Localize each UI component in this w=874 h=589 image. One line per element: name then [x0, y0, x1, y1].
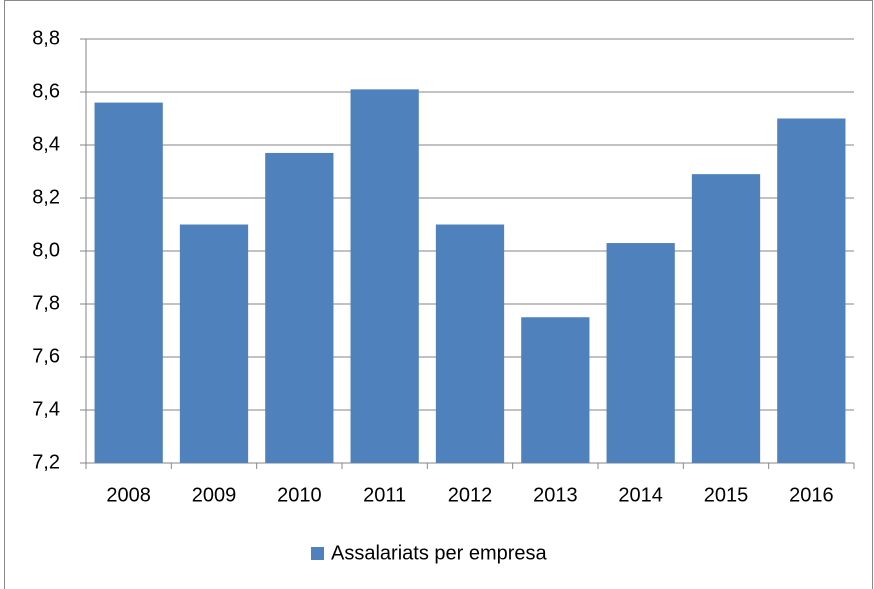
y-tick-label: 8,8 — [32, 27, 60, 49]
legend-label: Assalariats per empresa — [331, 542, 548, 564]
x-tick-label: 2016 — [789, 484, 834, 506]
bar — [350, 89, 419, 463]
bar — [606, 243, 675, 463]
y-tick-label: 8,0 — [32, 239, 60, 261]
y-tick-label: 7,6 — [32, 345, 60, 367]
bar — [777, 118, 846, 463]
bar — [521, 317, 590, 463]
bar — [265, 152, 334, 463]
bar — [435, 224, 505, 463]
x-tick-label: 2008 — [106, 484, 151, 506]
bar — [691, 174, 761, 463]
legend-swatch — [311, 547, 324, 560]
bar — [179, 224, 249, 463]
x-tick-label: 2013 — [533, 484, 578, 506]
x-tick-label: 2011 — [363, 484, 406, 506]
y-tick-label: 7,4 — [32, 398, 60, 420]
x-tick-label: 2014 — [618, 484, 663, 506]
x-tick-label: 2015 — [704, 484, 749, 506]
y-tick-label: 8,4 — [32, 133, 60, 155]
y-tick-label: 7,8 — [32, 292, 60, 314]
bar — [94, 102, 163, 463]
y-tick-label: 8,2 — [32, 186, 60, 208]
x-tick-label: 2010 — [277, 484, 322, 506]
x-tick-label: 2009 — [192, 484, 237, 506]
x-tick-label: 2012 — [448, 484, 493, 506]
y-tick-label: 8,6 — [32, 80, 60, 102]
y-tick-label: 7,2 — [32, 451, 60, 473]
